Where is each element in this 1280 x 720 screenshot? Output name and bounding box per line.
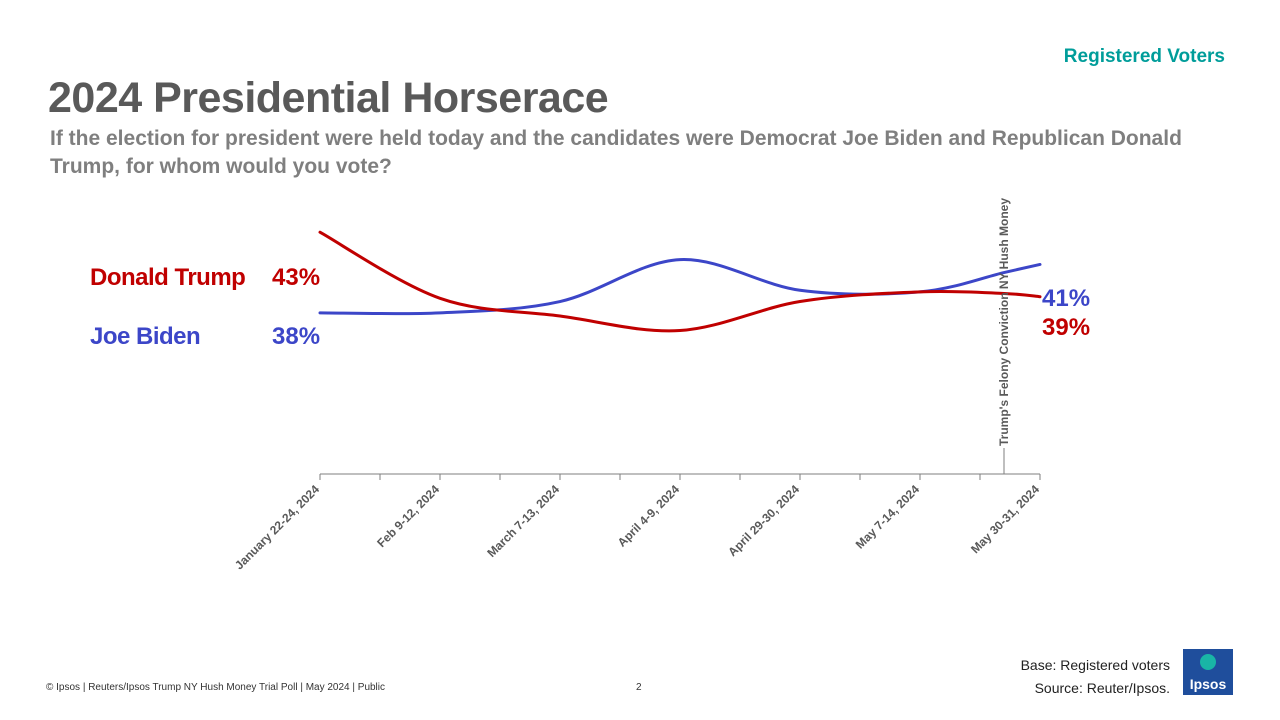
legend-biden-name: Joe Biden [90, 323, 201, 350]
base-note: Base: Registered voters [1020, 657, 1170, 673]
page-number: 2 [636, 682, 642, 693]
logo-text: Ipsos [1189, 676, 1227, 692]
x-tick-label: May 7-14, 2024 [853, 482, 923, 552]
legend-trump-name: Donald Trump [90, 264, 246, 291]
annotation-label: Trump's Felony Conviction NY Hush Money [997, 198, 1011, 446]
x-tick-label: April 29-30, 2024 [725, 482, 802, 559]
x-tick-label: March 7-13, 2024 [484, 482, 562, 560]
legend-biden-start-value: 38% [272, 323, 321, 350]
x-tick-label: January 22-24, 2024 [232, 482, 322, 572]
series-line-donald-trump [318, 230, 1042, 333]
page-title: 2024 Presidential Horserace [48, 74, 609, 122]
event-annotation: Trump's Felony Conviction NY Hush Money [997, 198, 1011, 474]
x-tick-label: April 4-9, 2024 [615, 482, 683, 550]
x-tick-label: May 30-31, 2024 [968, 482, 1042, 556]
ipsos-logo: Ipsos [1183, 649, 1233, 695]
legend-trump-start-value: 43% [272, 264, 321, 291]
x-axis: January 22-24, 2024 Feb 9-12, 2024 March 7… [232, 473, 1042, 572]
x-tick-label: Feb 9-12, 2024 [374, 482, 442, 550]
trump-end-value: 39% [1042, 314, 1091, 341]
question-subtitle: If the election for president were held … [50, 127, 1182, 178]
series-line-joe-biden [318, 258, 1042, 316]
biden-end-value: 41% [1042, 285, 1091, 312]
footer-copyright: © Ipsos | Reuters/Ipsos Trump NY Hush Mo… [46, 682, 386, 693]
series-lines [318, 230, 1042, 333]
source-note: Source: Reuter/Ipsos. [1034, 680, 1170, 696]
audience-label: Registered Voters [1063, 46, 1225, 67]
logo-mark-icon [1200, 654, 1216, 670]
